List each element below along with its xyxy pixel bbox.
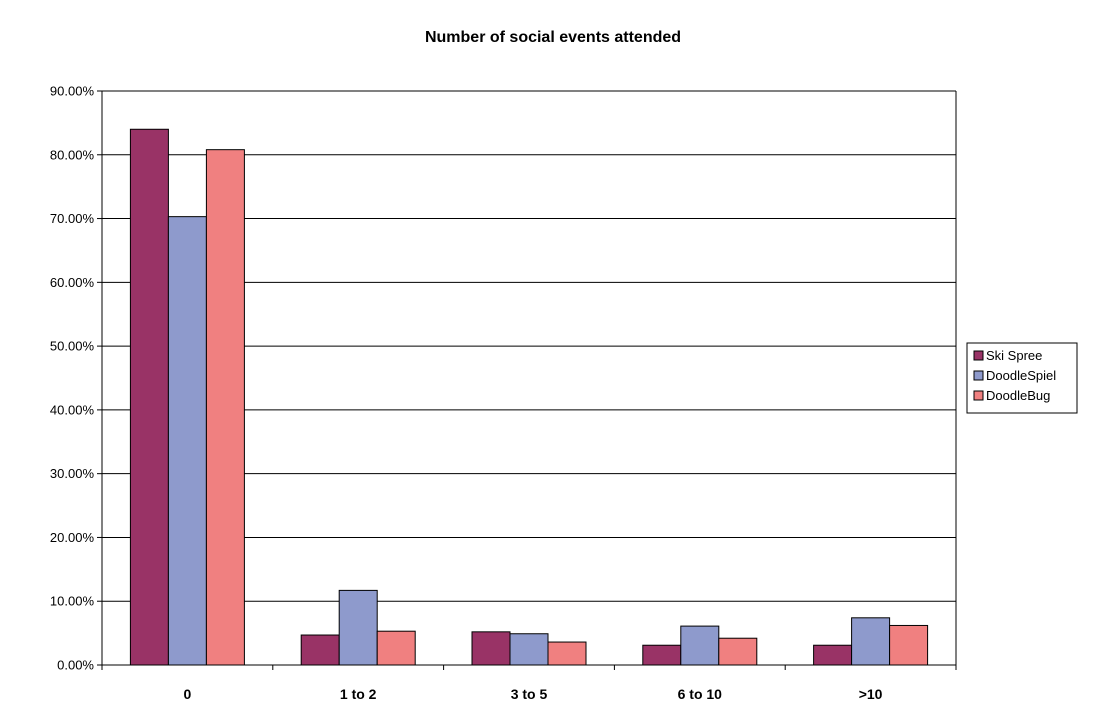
x-tick-label: 3 to 5 [511, 686, 548, 702]
bar [471, 631, 511, 666]
y-tick-label: 90.00% [50, 84, 95, 99]
bar [813, 644, 853, 666]
bar [547, 641, 587, 666]
y-tick-label: 70.00% [50, 211, 95, 226]
legend-label: DoodleSpiel [986, 368, 1056, 383]
bar [300, 634, 340, 666]
legend: Ski Spree DoodleSpiel DoodleBug [966, 342, 1078, 414]
y-tick-label: 50.00% [50, 339, 95, 354]
legend-label: DoodleBug [986, 388, 1050, 403]
bar [642, 644, 682, 666]
bar [376, 630, 416, 666]
bar [338, 589, 378, 666]
x-tick-label: 0 [184, 686, 192, 702]
bar [129, 128, 169, 666]
x-tick-label: 6 to 10 [678, 686, 723, 702]
y-tick-label: 0.00% [57, 658, 94, 673]
y-tick-label: 80.00% [50, 147, 95, 162]
legend-label: Ski Spree [986, 348, 1042, 363]
legend-swatch [973, 350, 984, 361]
bar [509, 633, 549, 666]
legend-swatch [973, 370, 984, 381]
y-tick-label: 30.00% [50, 466, 95, 481]
legend-swatch [973, 390, 984, 401]
x-tick-label: >10 [859, 686, 883, 702]
legend-box [966, 342, 1078, 414]
y-tick-label: 40.00% [50, 402, 95, 417]
bar [889, 624, 929, 666]
bar [167, 216, 207, 666]
chart-title: Number of social events attended [425, 29, 681, 46]
x-tick-label: 1 to 2 [340, 686, 377, 702]
bar [205, 149, 245, 666]
y-tick-label: 20.00% [50, 530, 95, 545]
y-tick-label: 60.00% [50, 275, 95, 290]
x-axis-ticks: 0 1 to 2 3 to 5 6 to 10 >10 [101, 665, 957, 702]
y-axis-ticks: 0.00% 10.00% 20.00% 30.00% 40.00% 50.00% 60.00… [50, 84, 102, 673]
bar [718, 637, 758, 666]
bar [851, 617, 891, 666]
bars [129, 128, 929, 666]
y-tick-label: 10.00% [50, 594, 95, 609]
axes [101, 90, 957, 666]
bar [680, 625, 720, 666]
